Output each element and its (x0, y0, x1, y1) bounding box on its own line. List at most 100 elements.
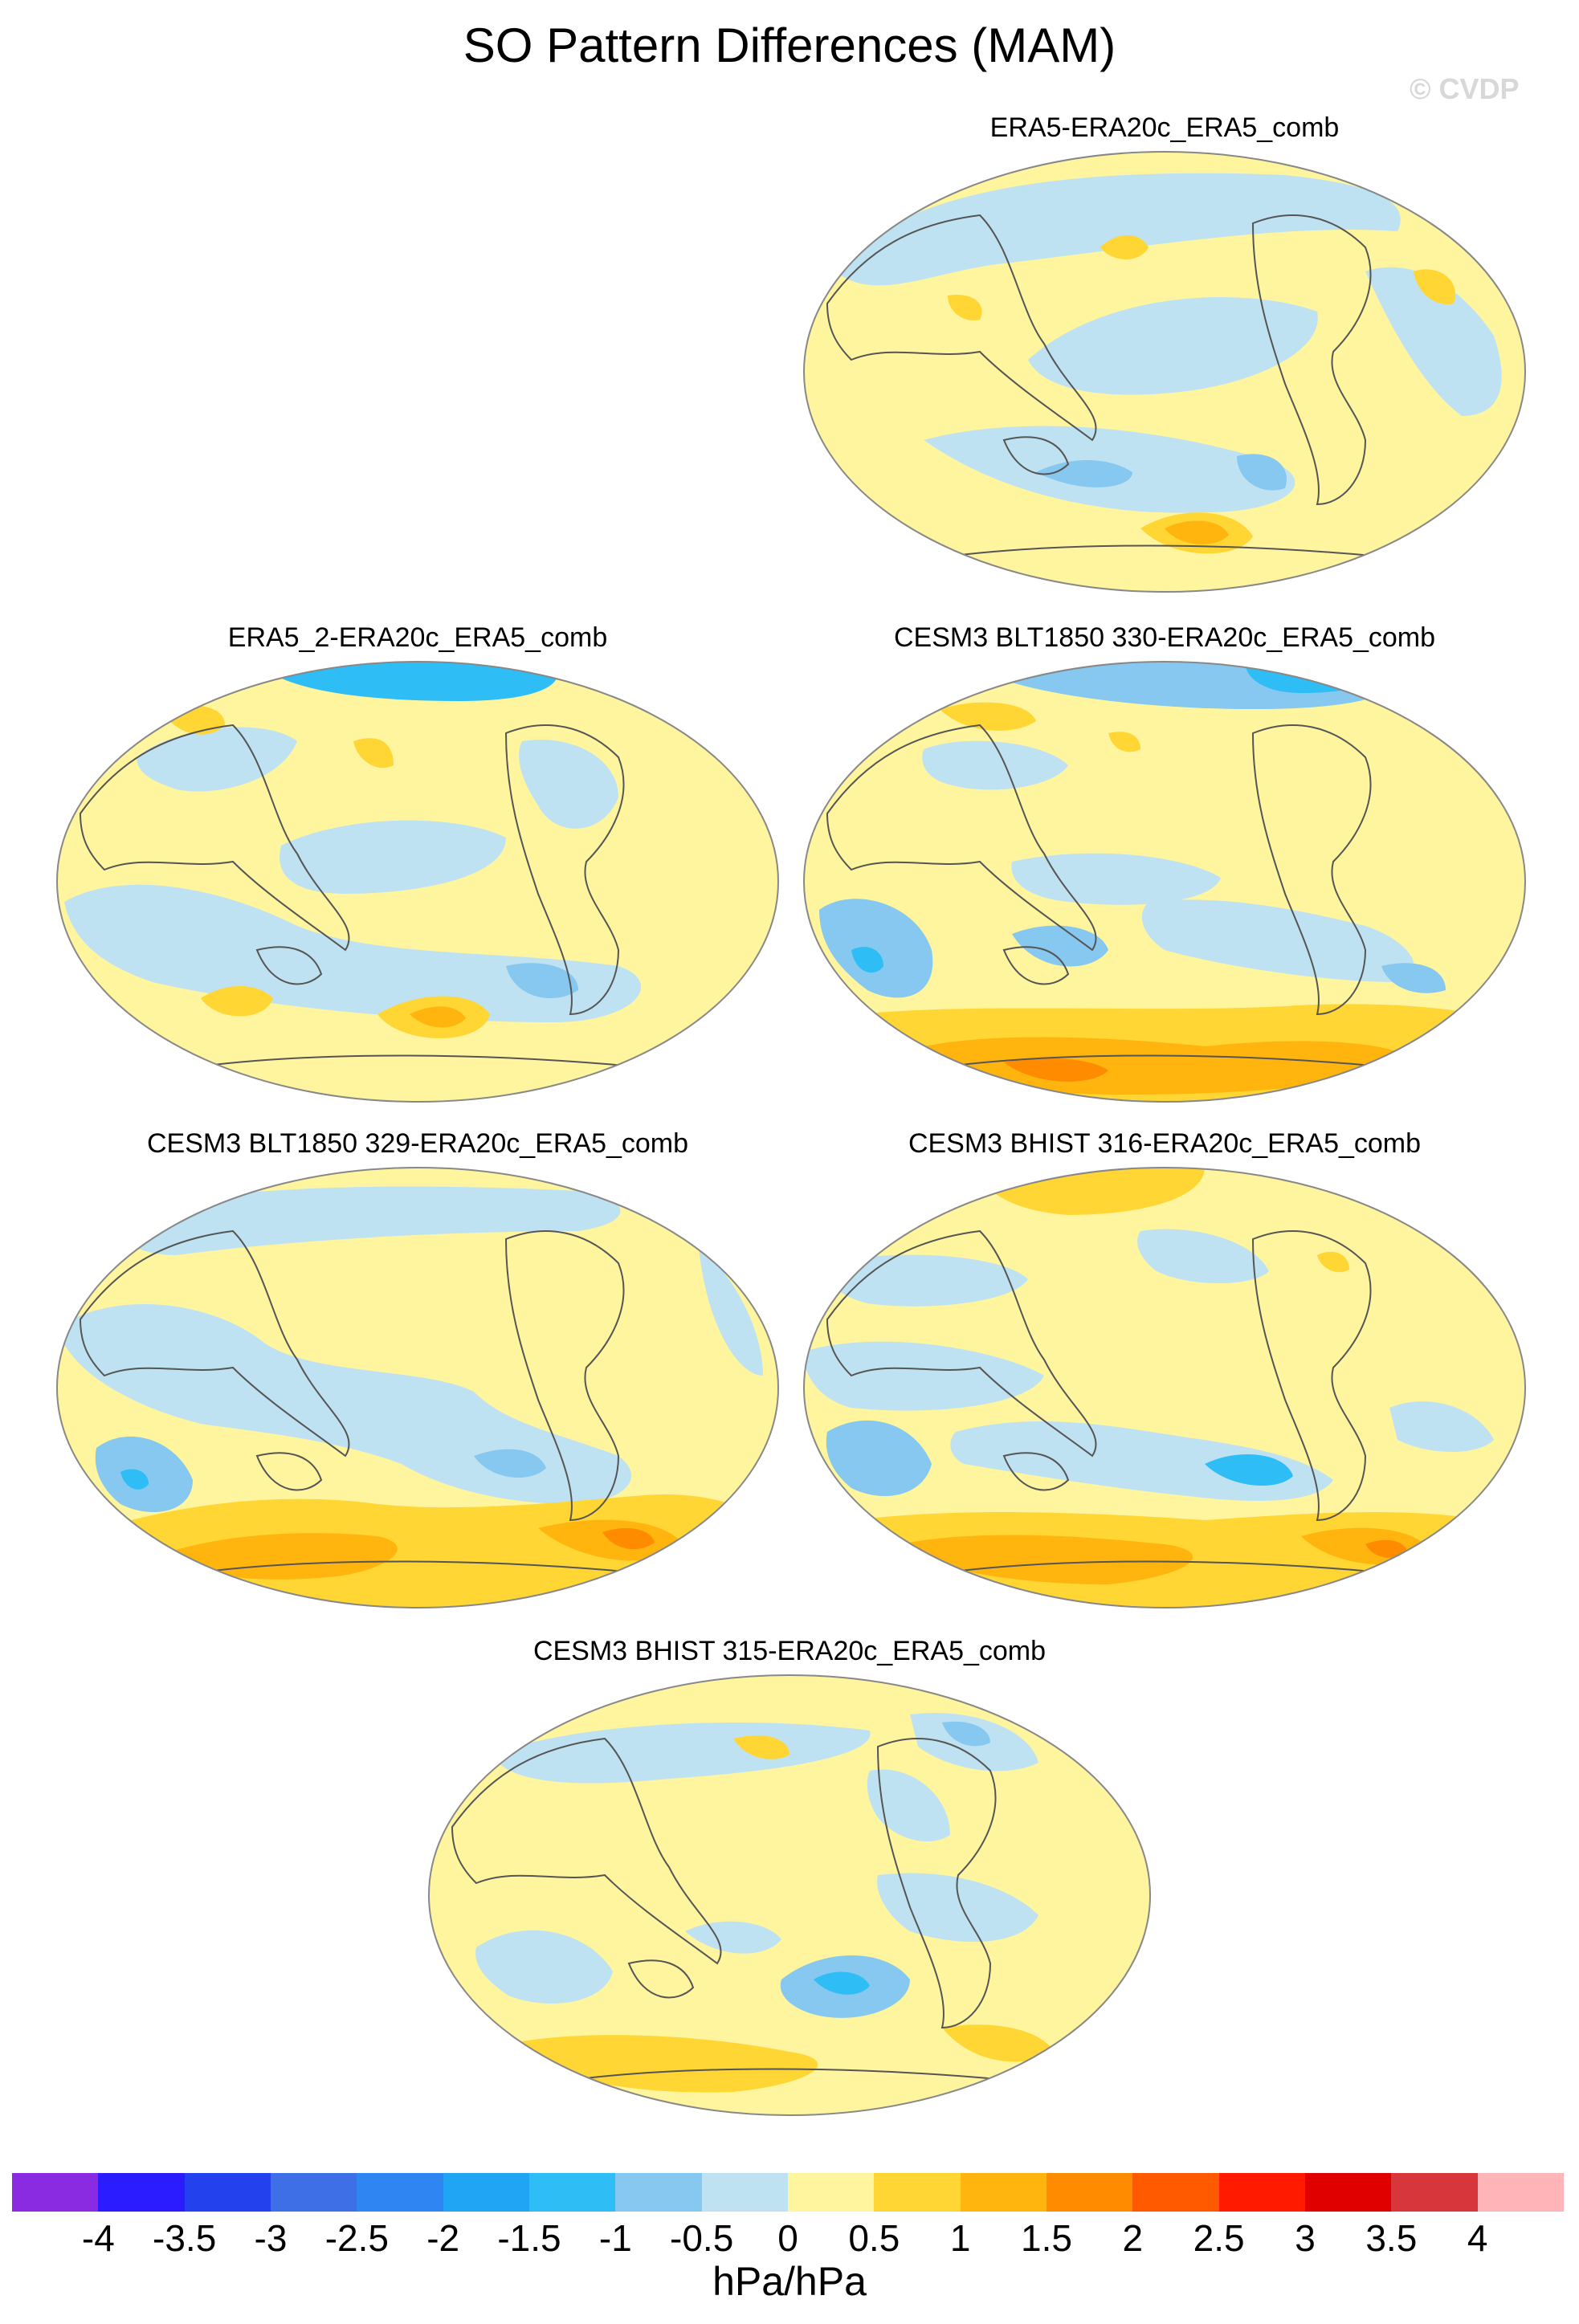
positive-anomaly-core (1004, 1058, 1108, 1082)
panel-title: CESM3 BLT1850 330-ERA20c_ERA5_comb (893, 622, 1436, 653)
colorbar-tick-label: 4 (1467, 2217, 1488, 2259)
coastline-asia (79, 724, 350, 952)
coastline-americas (1251, 724, 1372, 1016)
negative-anomaly-core (474, 1449, 546, 1478)
colorbar-swatch (357, 2173, 443, 2212)
colorbar-tick-label: 0.5 (848, 2217, 900, 2259)
coastline-australia (255, 1452, 323, 1491)
positive-anomaly-region (948, 295, 982, 320)
colorbar-swatch (270, 2173, 357, 2212)
colorbar-tick-label: -1 (598, 2217, 632, 2259)
colorbar-tick-label: -3.5 (153, 2217, 217, 2259)
coastline-americas (504, 1230, 625, 1522)
panel-title: CESM3 BHIST 316-ERA20c_ERA5_comb (908, 1128, 1422, 1159)
panel-title: ERA5_2-ERA20c_ERA5_comb (227, 622, 608, 653)
coastline-asia (826, 1229, 1097, 1458)
negative-anomaly-core (1381, 963, 1446, 993)
negative-anomaly-core (851, 947, 883, 973)
positive-anomaly-region (924, 1037, 1406, 1095)
map-plot (803, 1167, 1526, 1608)
map-border (428, 1674, 1151, 2116)
coastline-americas (504, 724, 625, 1016)
positive-anomaly-core (1365, 1539, 1407, 1558)
colorbar-swatch (701, 2173, 788, 2212)
coastline-asia (79, 1229, 350, 1458)
negative-anomaly-region (1012, 925, 1108, 967)
positive-anomaly-region (1108, 732, 1140, 752)
colorbar-tick-label: 1 (949, 2217, 971, 2259)
map-plot (803, 151, 1526, 593)
negative-anomaly-region (922, 740, 1068, 790)
negative-anomaly-region (119, 1186, 621, 1255)
positive-anomaly-region (169, 1533, 398, 1580)
colorbar-tick-label: 1.5 (1021, 2217, 1072, 2259)
negative-anomaly-core (1237, 454, 1287, 491)
map-border (803, 1167, 1526, 1608)
negative-anomaly-region (519, 740, 618, 829)
negative-anomaly-core (506, 963, 578, 998)
colorbar-swatch (1218, 2173, 1305, 2212)
colorbar-tick-label: 3 (1295, 2217, 1316, 2259)
negative-anomaly-region (137, 727, 297, 792)
negative-anomaly-region (1028, 297, 1318, 395)
negative-anomaly-core (120, 1469, 149, 1490)
negative-anomaly-core (1205, 1454, 1293, 1486)
coastline-americas (876, 1738, 997, 2029)
colorbar-swatch (787, 2173, 875, 2212)
negative-anomaly-core (1036, 460, 1132, 487)
colorbar-swatch (443, 2173, 529, 2212)
negative-anomaly-region (1137, 1229, 1269, 1283)
negative-anomaly-region (826, 1420, 932, 1496)
map-plot (428, 1674, 1151, 2116)
positive-anomaly-region (900, 1535, 1193, 1584)
panel-title: ERA5-ERA20c_ERA5_comb (989, 112, 1340, 143)
positive-anomaly-region (1317, 1251, 1349, 1273)
positive-anomaly-region (353, 738, 394, 769)
colorbar-swatch (874, 2173, 961, 2212)
colorbar-swatch (615, 2173, 702, 2212)
colorbar-swatch (1304, 2173, 1392, 2212)
negative-anomaly-core (814, 1971, 870, 1995)
negative-anomaly-region (1011, 853, 1221, 905)
panel-title: CESM3 BHIST 315-ERA20c_ERA5_comb (532, 1636, 1047, 1666)
coastline-asia (451, 1737, 722, 1965)
cvdp-watermark: © CVDP (1410, 72, 1520, 105)
negative-anomaly-region (1141, 899, 1414, 982)
colorbar-swatch (98, 2173, 185, 2212)
negative-anomaly-region (804, 1341, 1044, 1411)
colorbar-swatch (1477, 2173, 1564, 2212)
coastline-asia (826, 724, 1097, 952)
panel-title: CESM3 BLT1850 329-ERA20c_ERA5_comb (146, 1128, 689, 1159)
positive-anomaly-region (1414, 269, 1455, 304)
colorbar-tick-label: 0 (777, 2217, 798, 2259)
negative-anomaly-region (64, 884, 642, 1022)
negative-anomaly-core (942, 1721, 990, 1747)
coastline-australia (1002, 436, 1070, 475)
positive-anomaly-region (1100, 235, 1149, 259)
positive-anomaly-core (410, 1006, 466, 1028)
negative-anomaly-region (1365, 267, 1502, 416)
colorbar-tick-label: -3 (254, 2217, 288, 2259)
positive-anomaly-core (602, 1527, 655, 1550)
coastline-australia (1002, 946, 1070, 985)
colorbar-tick-label: -0.5 (670, 2217, 734, 2259)
colorbar-swatch (960, 2173, 1047, 2212)
coastline-americas (1251, 1230, 1372, 1522)
map-border (803, 661, 1526, 1103)
negative-anomaly-region (699, 1247, 763, 1376)
colorbar-tick-label: 2 (1122, 2217, 1144, 2259)
colorbar-swatch (1132, 2173, 1219, 2212)
map-plot (803, 661, 1526, 1103)
coastline-australia (255, 946, 323, 985)
negative-anomaly-region (835, 173, 1401, 286)
colorbar-tick-label: 3.5 (1365, 2217, 1418, 2259)
negative-anomaly-core (257, 662, 558, 701)
colorbar-tick-label: -2.5 (324, 2217, 389, 2259)
negative-anomaly-region (279, 820, 506, 894)
figure-title: SO Pattern Differences (MAM) (463, 18, 1116, 72)
negative-anomaly-region (492, 1723, 871, 1784)
map-plot (56, 1167, 779, 1608)
map-border (56, 1167, 779, 1608)
positive-anomaly-region (733, 1735, 790, 1759)
colorbar-tick-label: -4 (81, 2217, 115, 2259)
